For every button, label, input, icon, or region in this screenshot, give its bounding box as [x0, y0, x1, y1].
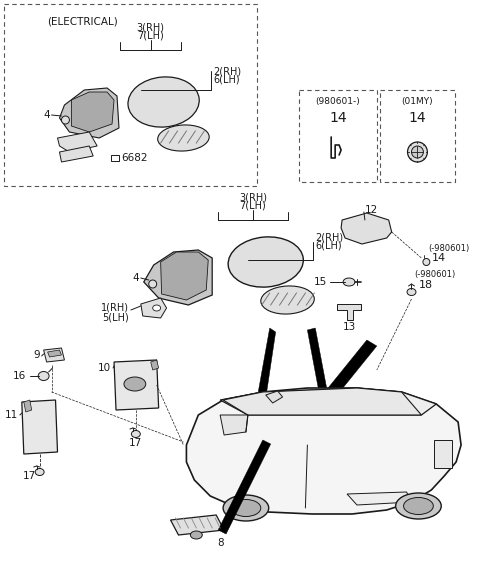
Polygon shape	[24, 400, 32, 412]
Ellipse shape	[38, 371, 49, 380]
Ellipse shape	[408, 142, 427, 162]
Text: 2(RH): 2(RH)	[315, 232, 344, 242]
Text: 6682: 6682	[121, 153, 147, 163]
Ellipse shape	[132, 430, 140, 438]
Polygon shape	[307, 328, 331, 415]
Text: 6(LH): 6(LH)	[213, 75, 240, 85]
Bar	[111, 155, 119, 161]
Polygon shape	[218, 440, 271, 534]
Ellipse shape	[343, 278, 355, 286]
Text: (-980601): (-980601)	[414, 270, 456, 280]
Bar	[4, 4, 257, 186]
Text: 14: 14	[408, 111, 426, 125]
Text: 6(LH): 6(LH)	[315, 241, 342, 251]
Text: 12: 12	[365, 205, 378, 215]
Bar	[300, 90, 377, 182]
Ellipse shape	[124, 377, 146, 391]
Polygon shape	[141, 298, 167, 318]
Ellipse shape	[223, 495, 269, 521]
Ellipse shape	[261, 286, 314, 314]
Ellipse shape	[191, 531, 202, 539]
Bar	[380, 90, 455, 182]
Polygon shape	[220, 415, 248, 435]
Text: (-980601): (-980601)	[428, 243, 469, 252]
Ellipse shape	[149, 280, 156, 288]
Text: 8: 8	[217, 538, 223, 548]
Ellipse shape	[61, 116, 70, 124]
Ellipse shape	[411, 146, 423, 158]
Text: 10: 10	[98, 363, 111, 373]
Ellipse shape	[158, 125, 209, 151]
Polygon shape	[170, 515, 224, 535]
Polygon shape	[186, 388, 461, 514]
Polygon shape	[144, 250, 212, 305]
Polygon shape	[253, 328, 276, 425]
Text: 14: 14	[329, 111, 347, 125]
Text: 14: 14	[432, 253, 445, 263]
Bar	[434, 440, 452, 468]
Ellipse shape	[153, 305, 161, 311]
Polygon shape	[337, 304, 361, 320]
Ellipse shape	[35, 468, 44, 476]
Ellipse shape	[231, 500, 261, 517]
Text: (980601-): (980601-)	[316, 97, 360, 106]
Text: 18: 18	[419, 280, 432, 290]
Polygon shape	[220, 388, 436, 415]
Text: 16: 16	[12, 371, 26, 381]
Text: 2(RH): 2(RH)	[213, 66, 241, 76]
Ellipse shape	[396, 493, 441, 519]
Polygon shape	[292, 340, 377, 438]
Text: 7(LH): 7(LH)	[137, 31, 164, 41]
Text: 3(RH): 3(RH)	[137, 22, 165, 32]
Text: 1(RH): 1(RH)	[101, 303, 129, 313]
Text: 17: 17	[23, 471, 36, 481]
Polygon shape	[347, 492, 411, 505]
Text: 4: 4	[132, 273, 139, 283]
Ellipse shape	[228, 237, 303, 287]
Text: 15: 15	[314, 277, 327, 287]
Polygon shape	[22, 400, 58, 454]
Text: 3(RH): 3(RH)	[239, 192, 267, 202]
Polygon shape	[114, 360, 159, 410]
Text: (ELECTRICAL): (ELECTRICAL)	[48, 16, 119, 26]
Polygon shape	[223, 388, 421, 415]
Text: 17: 17	[129, 438, 143, 448]
Ellipse shape	[128, 77, 199, 127]
Polygon shape	[48, 350, 61, 357]
Text: 4: 4	[43, 110, 49, 120]
Text: 13: 13	[342, 322, 356, 332]
Text: 7(LH): 7(LH)	[240, 201, 266, 211]
Polygon shape	[266, 391, 283, 403]
Polygon shape	[44, 348, 64, 362]
Ellipse shape	[407, 289, 416, 295]
Text: (01MY): (01MY)	[402, 97, 433, 106]
Text: 5(LH): 5(LH)	[102, 312, 129, 322]
Ellipse shape	[423, 259, 430, 265]
Polygon shape	[151, 360, 159, 370]
Polygon shape	[161, 252, 208, 300]
Polygon shape	[72, 92, 114, 132]
Polygon shape	[341, 213, 392, 244]
Polygon shape	[60, 88, 119, 138]
Polygon shape	[58, 132, 97, 152]
Text: 9: 9	[33, 350, 40, 360]
Text: 11: 11	[5, 410, 18, 420]
Ellipse shape	[404, 497, 433, 514]
Polygon shape	[60, 146, 93, 162]
